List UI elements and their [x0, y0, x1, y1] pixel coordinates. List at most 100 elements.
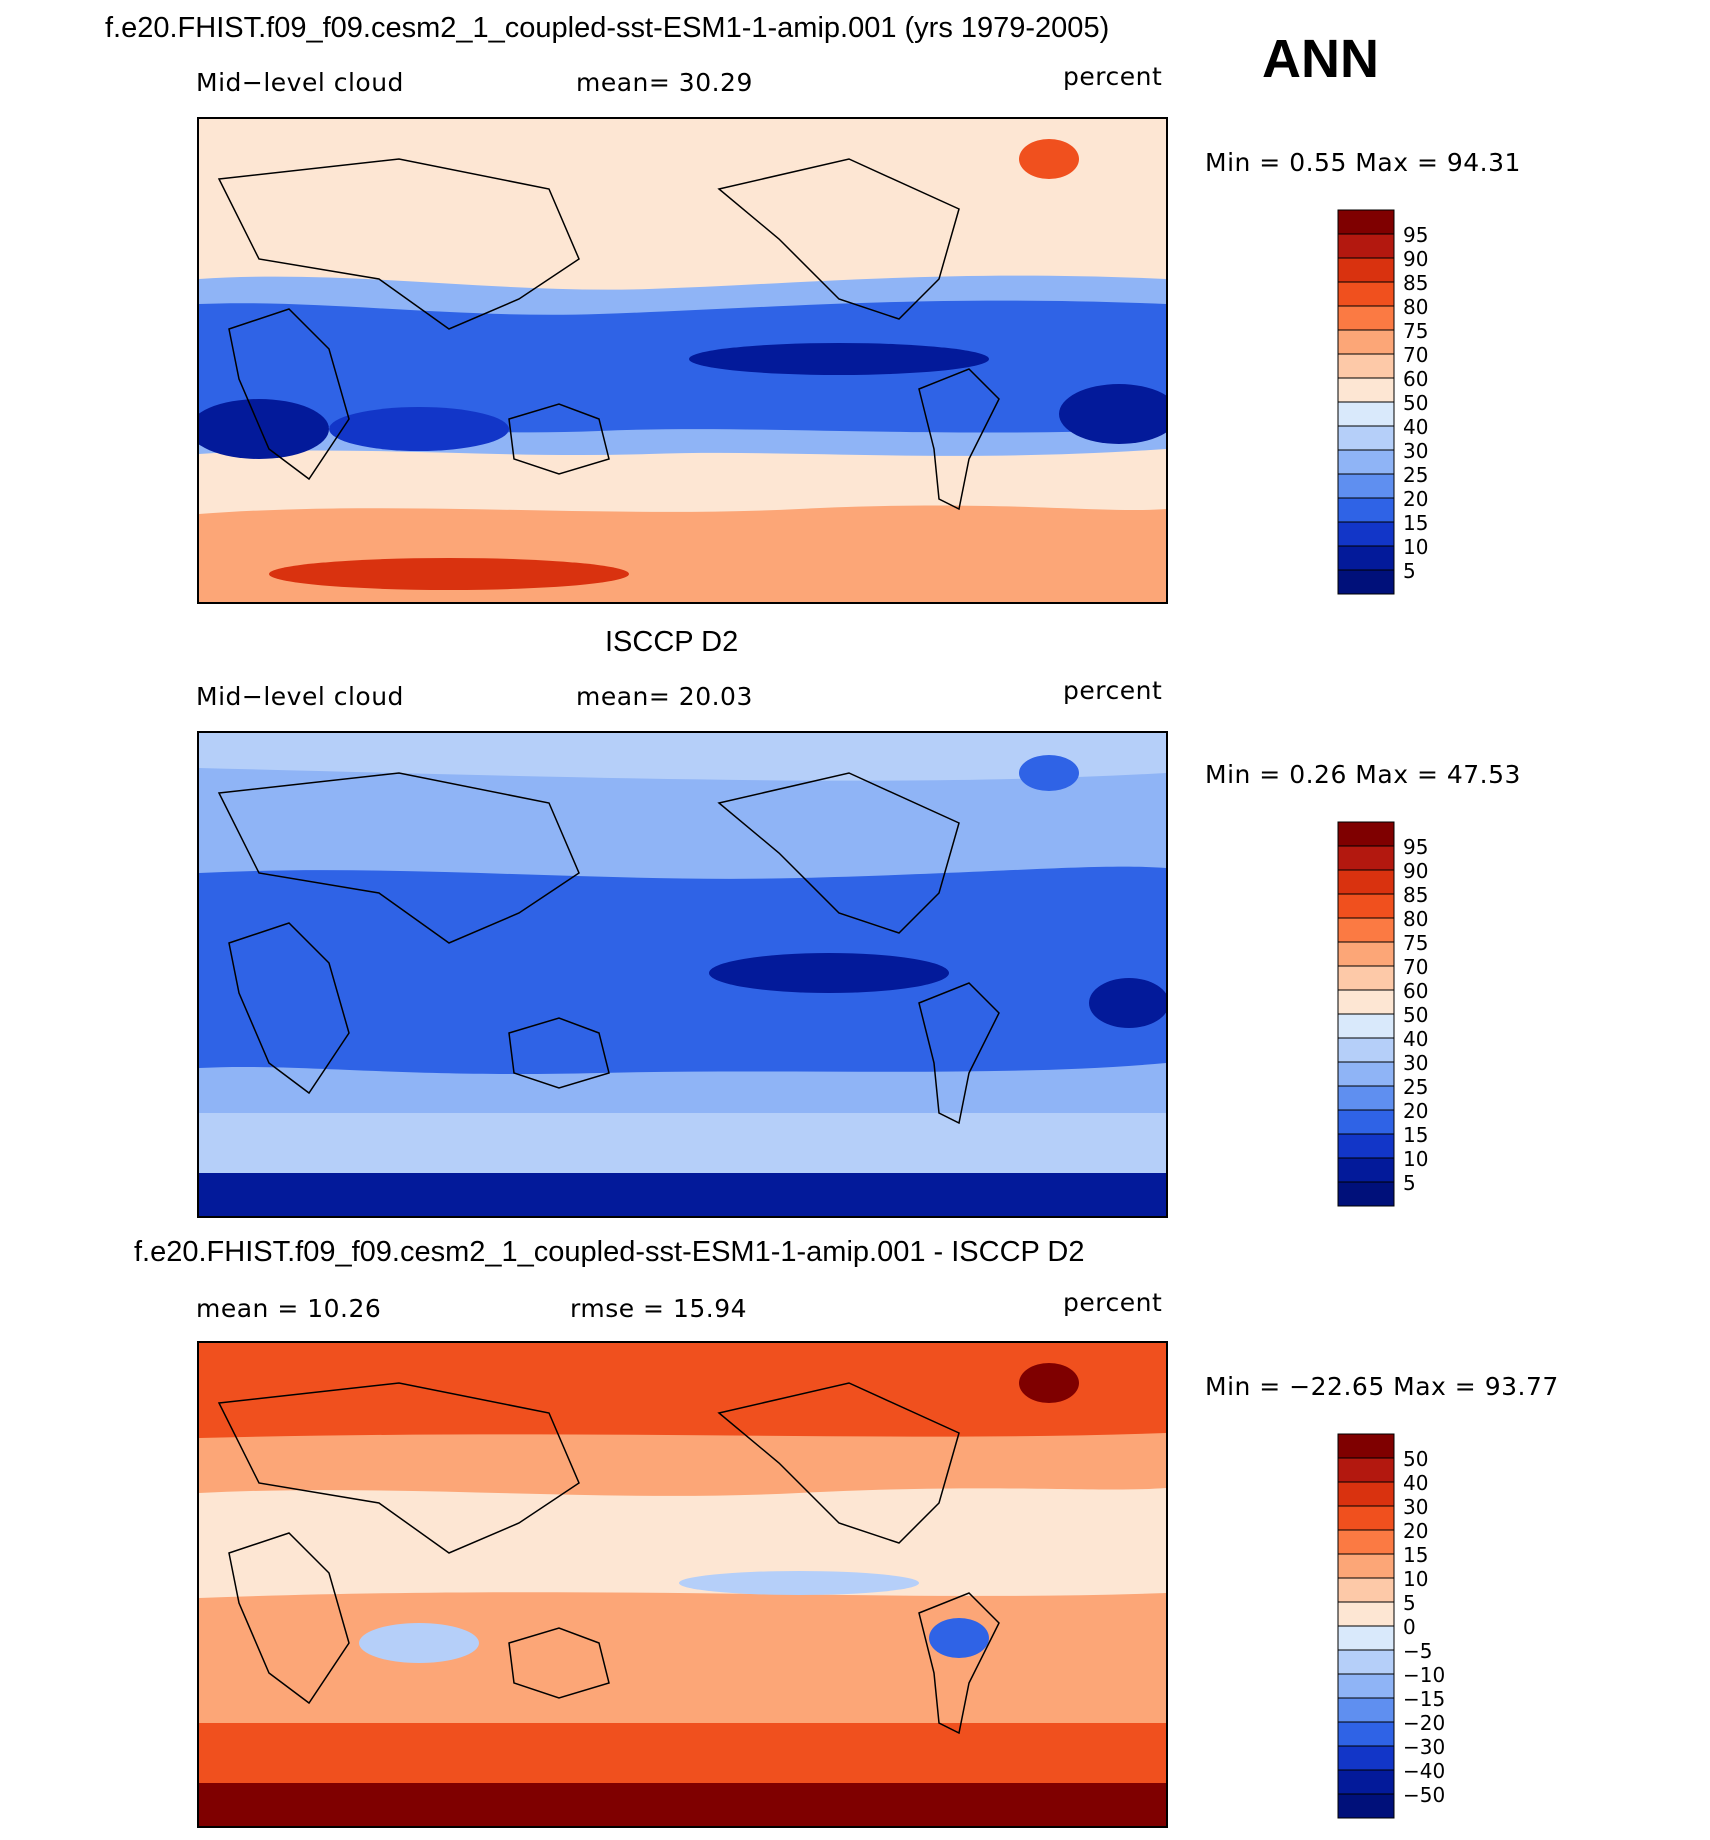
map-3-coast-eurasia	[217, 1382, 580, 1554]
colorbar-tick-label: 10	[1403, 1147, 1428, 1171]
colorbar-tick-label: 15	[1403, 1543, 1428, 1567]
colorbar-tick-label: 5	[1403, 1171, 1416, 1195]
colorbar-swatch	[1337, 1577, 1395, 1603]
colorbar-tick-label: 30	[1403, 1051, 1428, 1075]
colorbar-tick-label: 75	[1403, 931, 1428, 955]
colorbar-tick-label: 20	[1403, 1519, 1428, 1543]
colorbar-swatch	[1337, 449, 1395, 475]
panel-2-title: ISCCP D2	[605, 626, 739, 658]
colorbar-tick-label: −10	[1403, 1663, 1445, 1687]
colorbar-swatch	[1337, 1625, 1395, 1651]
colorbar-swatch	[1337, 377, 1395, 403]
colorbar-swatch	[1337, 1013, 1395, 1039]
map-2-coast-africa	[228, 922, 350, 1095]
map-3-coast-africa	[228, 1532, 350, 1705]
map-2-coast-southamerica	[918, 982, 1000, 1125]
colorbar-tick-label: 40	[1403, 415, 1428, 439]
colorbar-tick-label: 80	[1403, 295, 1428, 319]
colorbar-swatch	[1337, 1649, 1395, 1675]
colorbar-swatch	[1337, 1037, 1395, 1063]
colorbar-tick-label: 0	[1403, 1615, 1416, 1639]
map-3-core-greenland	[1019, 1363, 1079, 1403]
colorbar-swatch	[1337, 893, 1395, 919]
map-1-core-east	[1059, 384, 1166, 444]
map-1-core-greenland	[1019, 139, 1079, 179]
panel-3-colorbar: 50 40 30 20 15 10 5 0 −5 −10 −15 −20 −30 −40 −50	[1337, 1433, 1488, 1819]
panel-2-minmax: Min = 0.26 Max = 47.53	[1205, 760, 1521, 789]
colorbar-swatch	[1337, 401, 1395, 427]
colorbar-tick-label: 25	[1403, 463, 1428, 487]
colorbar-tick-label: 80	[1403, 907, 1428, 931]
colorbar-tick-label: 40	[1403, 1471, 1428, 1495]
panel-3-map	[197, 1341, 1168, 1828]
colorbar-tick-label: 15	[1403, 1123, 1428, 1147]
map-2-coast-australia	[508, 1017, 610, 1089]
map-2-band-antarctic	[199, 1173, 1166, 1216]
map-1-coast-northamerica	[717, 158, 960, 320]
map-3-core-indian	[359, 1623, 479, 1663]
colorbar-swatch	[1337, 1529, 1395, 1555]
map-3-coast-southamerica	[918, 1592, 1000, 1735]
colorbar-tick-label: 90	[1403, 247, 1428, 271]
map-3-coast-australia	[508, 1627, 610, 1699]
map-3-core-peru	[929, 1618, 989, 1658]
panel-3-units-label: percent	[1063, 1288, 1163, 1317]
colorbar-swatch	[1337, 1457, 1395, 1483]
map-3-band-antarctic	[199, 1783, 1166, 1826]
colorbar-swatch	[1337, 1433, 1395, 1459]
colorbar-swatch	[1337, 209, 1395, 235]
colorbar-tick-label: 30	[1403, 439, 1428, 463]
map-1-core-indian	[329, 407, 509, 451]
colorbar-swatch	[1337, 1721, 1395, 1747]
map-2-coast-eurasia	[217, 772, 580, 944]
colorbar-swatch	[1337, 281, 1395, 307]
panel-3-mean-label: mean = 10.26	[196, 1294, 382, 1323]
colorbar-tick-label: −50	[1403, 1783, 1445, 1807]
colorbar-swatch	[1337, 353, 1395, 379]
colorbar-swatch	[1337, 1505, 1395, 1531]
colorbar-tick-label: 95	[1403, 835, 1428, 859]
colorbar-swatch	[1337, 821, 1395, 847]
map-3-coast-northamerica	[717, 1382, 960, 1544]
colorbar-tick-label: −5	[1403, 1639, 1432, 1663]
colorbar-swatch	[1337, 497, 1395, 523]
colorbar-tick-label: 10	[1403, 1567, 1428, 1591]
panel-3-title: f.e20.FHIST.f09_f09.cesm2_1_coupled-sst-…	[134, 1236, 1085, 1268]
panel-3-minmax: Min = −22.65 Max = 93.77	[1205, 1372, 1559, 1401]
panel-1-map-svg	[199, 119, 1166, 602]
map-2-band-north	[199, 733, 1166, 781]
map-2-core-pacific	[709, 953, 949, 993]
colorbar-tick-label: 60	[1403, 979, 1428, 1003]
colorbar-tick-label: 30	[1403, 1495, 1428, 1519]
colorbar-swatch	[1337, 233, 1395, 259]
colorbar-tick-label: 70	[1403, 343, 1428, 367]
map-2-core-greenland	[1019, 755, 1079, 791]
colorbar-tick-label: 5	[1403, 559, 1416, 583]
colorbar-tick-label: 60	[1403, 367, 1428, 391]
map-2-core-east	[1089, 978, 1166, 1028]
map-1-coast-australia	[508, 403, 610, 475]
colorbar-swatch	[1337, 1745, 1395, 1771]
map-1-core-pacific	[689, 343, 989, 375]
colorbar-tick-label: 5	[1403, 1591, 1416, 1615]
colorbar-tick-label: −30	[1403, 1735, 1445, 1759]
colorbar-swatch	[1337, 1181, 1395, 1207]
colorbar-tick-label: 20	[1403, 487, 1428, 511]
map-3-core-pacific	[679, 1571, 919, 1595]
colorbar-swatch	[1337, 569, 1395, 595]
colorbar-tick-label: 85	[1403, 271, 1428, 295]
colorbar-swatch	[1337, 1793, 1395, 1819]
colorbar-swatch	[1337, 1109, 1395, 1135]
map-1-band-south	[199, 505, 1166, 602]
panel-1-mean-label: mean= 30.29	[576, 68, 753, 97]
panel-3-rmse-label: rmse = 15.94	[570, 1294, 748, 1323]
map-3-band-subtropics	[199, 1488, 1166, 1598]
colorbar-swatch	[1337, 305, 1395, 331]
panel-1-variable-label: Mid−level cloud	[196, 68, 404, 97]
map-2-band-tropics	[199, 866, 1166, 1075]
panel-2-map	[197, 731, 1168, 1218]
colorbar-tick-label: 15	[1403, 511, 1428, 535]
colorbar-swatch	[1337, 1601, 1395, 1627]
colorbar-tick-label: −15	[1403, 1687, 1445, 1711]
